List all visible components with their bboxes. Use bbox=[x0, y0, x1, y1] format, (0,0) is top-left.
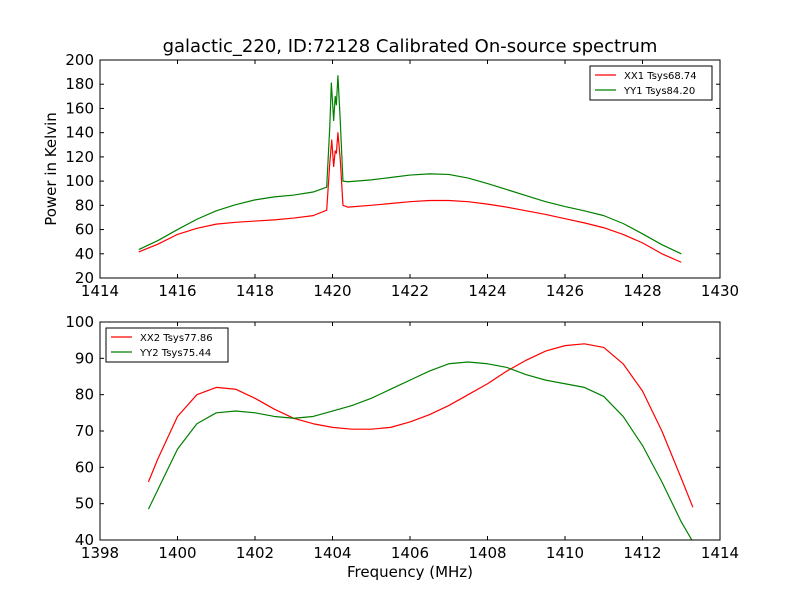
x-tick-label: 1414 bbox=[81, 282, 119, 300]
y-tick-label: 40 bbox=[75, 531, 94, 549]
legend: XX1 Tsys68.74 YY1 Tsys84.20 bbox=[589, 65, 713, 101]
x-tick-label: 1426 bbox=[546, 282, 584, 300]
legend: XX2 Tsys77.86 YY2 Tsys75.44 bbox=[105, 327, 229, 363]
chart-panel-2: 1398 1400 1402 1404 1406 1408 1410 1412 1414 40 50… bbox=[65, 313, 739, 581]
y-tick-label: 100 bbox=[65, 313, 94, 331]
y-tick-label: 80 bbox=[75, 386, 94, 404]
y-tick-label: 20 bbox=[75, 269, 94, 287]
x-tick-label: 1402 bbox=[236, 544, 274, 562]
y-tick-label: 120 bbox=[65, 148, 94, 166]
series-line-2-1 bbox=[147, 343, 694, 508]
y-tick-label: 90 bbox=[75, 349, 94, 367]
chart-title: galactic_220, ID:72128 Calibrated On-sou… bbox=[163, 36, 658, 57]
x-tick-label: 1408 bbox=[468, 544, 506, 562]
y-tick-label: 60 bbox=[75, 221, 94, 239]
x-tick-label: 1404 bbox=[313, 544, 351, 562]
y-tick-label: 140 bbox=[65, 124, 94, 142]
x-tick-label: 1400 bbox=[158, 544, 196, 562]
y-tick-label: 160 bbox=[65, 99, 94, 117]
legend-label: XX2 Tsys77.86 bbox=[140, 333, 213, 344]
y-tick-label: 50 bbox=[75, 495, 94, 513]
x-tick-label: 1412 bbox=[623, 544, 661, 562]
y-tick-label: 200 bbox=[65, 51, 94, 69]
series-line-2-2 bbox=[147, 361, 693, 540]
x-tick-label: 1430 bbox=[701, 282, 739, 300]
legend-label: YY1 Tsys84.20 bbox=[623, 86, 695, 97]
x-axis-label: Frequency (MHz) bbox=[347, 563, 473, 581]
y-tick-label: 40 bbox=[75, 245, 94, 263]
y-tick-label: 70 bbox=[75, 422, 94, 440]
chart-panel-1: 1414 1416 1418 1420 1422 1424 1426 1428 1430 20 40… bbox=[42, 36, 739, 300]
x-tick-label: 1428 bbox=[623, 282, 661, 300]
y-tick-label: 80 bbox=[75, 196, 94, 214]
x-tick-label: 1418 bbox=[236, 282, 274, 300]
legend-label: XX1 Tsys68.74 bbox=[624, 71, 697, 82]
y-tick-label: 60 bbox=[75, 458, 94, 476]
x-tick-label: 1398 bbox=[81, 544, 119, 562]
legend-label: YY2 Tsys75.44 bbox=[139, 348, 211, 359]
x-tick-label: 1422 bbox=[391, 282, 429, 300]
x-tick-label: 1416 bbox=[158, 282, 196, 300]
y-axis-label: Power in Kelvin bbox=[42, 112, 60, 226]
x-tick-label: 1424 bbox=[468, 282, 506, 300]
x-tick-label: 1414 bbox=[701, 544, 739, 562]
x-tick-label: 1420 bbox=[313, 282, 351, 300]
y-tick-label: 100 bbox=[65, 172, 94, 190]
x-tick-label: 1410 bbox=[546, 544, 584, 562]
series-line-1-1 bbox=[138, 132, 682, 263]
series-line-1-2 bbox=[138, 75, 682, 255]
y-tick-label: 180 bbox=[65, 75, 94, 93]
x-tick-label: 1406 bbox=[391, 544, 429, 562]
